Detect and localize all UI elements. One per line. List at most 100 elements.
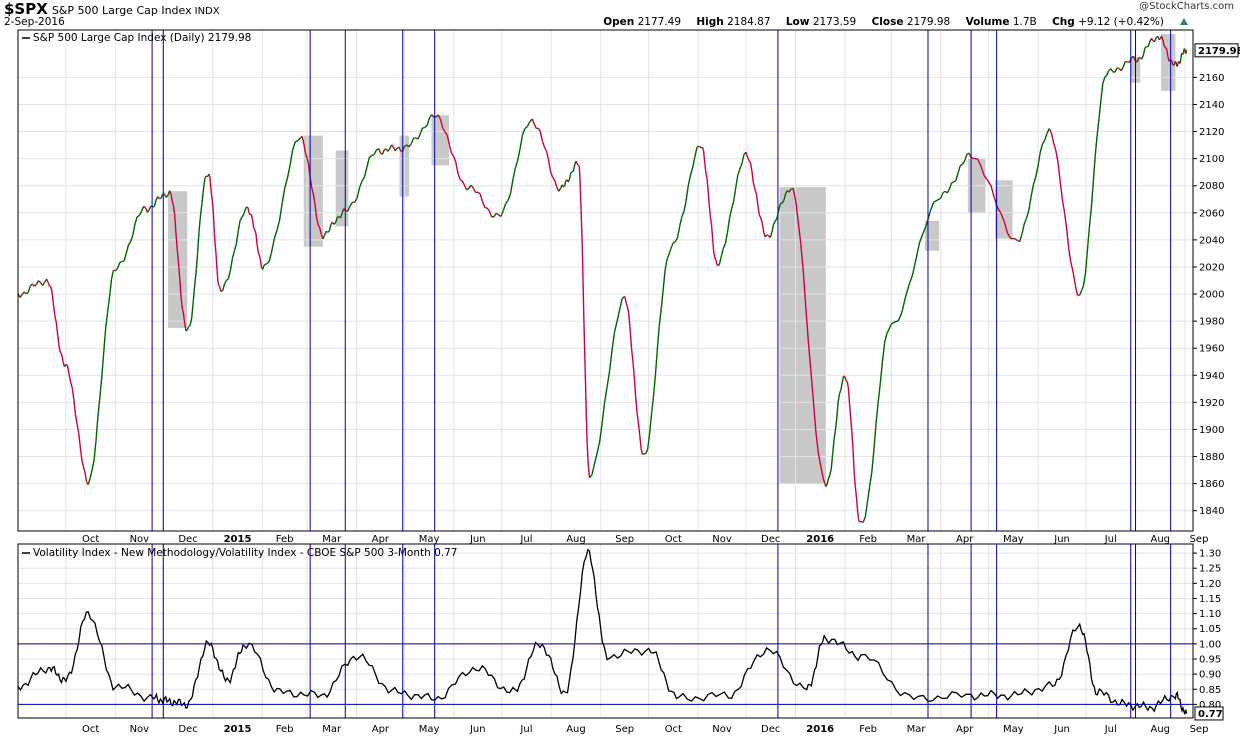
vix-point [115, 685, 117, 687]
price-segment [739, 163, 743, 170]
price-point [531, 120, 533, 122]
y-tick-label: 2080 [1199, 181, 1224, 192]
price-segment [771, 224, 775, 233]
price-segment [199, 203, 203, 215]
price-segment [922, 224, 928, 234]
price-segment [59, 351, 63, 356]
price-segment [97, 396, 101, 417]
x-tick-label: Oct [82, 534, 99, 545]
price-segment [294, 139, 299, 143]
x-tick-label: Aug [566, 724, 586, 735]
price-segment [431, 114, 435, 118]
price-segment [1094, 135, 1098, 157]
price-last-value: 2179.98 [1198, 46, 1240, 57]
price-segment [1100, 83, 1104, 100]
price-segment [1142, 47, 1146, 55]
price-segment [233, 243, 237, 252]
price-segment [524, 126, 528, 130]
price-segment [439, 119, 444, 129]
price-segment [1079, 290, 1083, 296]
price-segment [500, 210, 504, 217]
price-segment [1057, 162, 1061, 182]
price-segment [76, 424, 80, 434]
price-segment [1088, 208, 1092, 229]
price-segment [237, 220, 241, 232]
price-segment [23, 291, 27, 295]
vix-y-tick-label: 1.05 [1199, 624, 1221, 635]
price-segment [625, 301, 629, 307]
price-segment [1147, 41, 1151, 47]
x-tick-label: Apr [956, 724, 974, 735]
price-segment [463, 184, 468, 191]
price-segment [805, 305, 809, 341]
price-segment [252, 227, 256, 231]
price-segment [749, 162, 753, 172]
price-segment [841, 375, 845, 383]
price-segment [1013, 237, 1018, 241]
x-tick-label: 2016 [806, 724, 834, 735]
price-segment [897, 312, 903, 322]
price-segment [1136, 57, 1140, 63]
price-segment [694, 147, 698, 158]
shaded-box-layer [168, 34, 1176, 484]
price-segment [263, 263, 267, 267]
price-segment [752, 182, 756, 190]
vix-point [512, 691, 514, 693]
price-segment [1150, 37, 1154, 42]
price-segment [1116, 67, 1120, 70]
vix-point [565, 691, 567, 693]
x-tick-label: Dec [761, 534, 780, 545]
price-segment [764, 234, 768, 238]
price-segment [666, 253, 670, 260]
price-segment [273, 229, 278, 239]
price-segment [327, 230, 330, 233]
price-segment [410, 137, 415, 145]
price-segment [670, 242, 674, 249]
price-segment [580, 201, 583, 226]
brand-link[interactable]: @StockCharts.com [1139, 1, 1234, 12]
price-segment [1003, 221, 1009, 234]
price-point [87, 480, 89, 482]
price-segment [304, 152, 308, 158]
price-segment [836, 402, 839, 419]
price-segment [881, 341, 886, 361]
price-segment [446, 134, 450, 145]
vertical-line-layer [151, 30, 1172, 718]
price-segment [645, 448, 649, 454]
price-point [247, 208, 249, 210]
vix-point [913, 698, 915, 700]
price-point [860, 525, 862, 527]
x-tick-label: Jul [519, 534, 532, 545]
price-segment [444, 131, 448, 136]
vix-point [394, 691, 396, 693]
x-tick-label: Feb [859, 724, 877, 735]
price-segment [201, 188, 205, 204]
price-segment [213, 233, 216, 246]
vix-point [169, 701, 171, 703]
price-segment [652, 375, 657, 397]
price-last-value-box [1194, 43, 1239, 58]
price-segment [840, 382, 843, 391]
price-segment [553, 179, 558, 188]
price-segment [157, 196, 160, 200]
price-segment [834, 417, 838, 431]
price-segment [1053, 142, 1057, 151]
price-segment [182, 313, 186, 324]
price-segment [184, 323, 187, 332]
price-segment [579, 178, 582, 202]
x-tick-label: Mar [907, 534, 927, 545]
price-segment [1162, 39, 1165, 47]
price-segment [817, 452, 822, 467]
price-point [1017, 239, 1019, 241]
price-segment [766, 234, 769, 237]
price-segment [341, 208, 345, 214]
price-segment [537, 127, 541, 132]
price-segment [398, 146, 402, 152]
price-segment [315, 216, 319, 225]
price-segment [408, 143, 412, 148]
y-tick-label: 1840 [1199, 506, 1224, 517]
price-segment [254, 229, 257, 234]
y-tick-label: 1900 [1199, 425, 1224, 436]
price-segment [1174, 60, 1177, 64]
